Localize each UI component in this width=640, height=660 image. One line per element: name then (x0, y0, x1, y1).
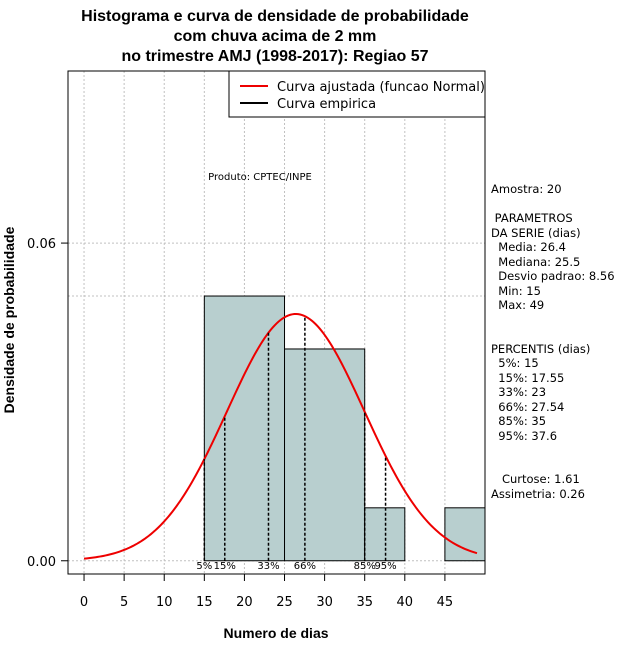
legend-label-empirical: Curva empirica (277, 97, 376, 112)
stats-line: 33%: 23 (491, 385, 547, 399)
stats-line: PERCENTIS (dias) (491, 341, 591, 356)
stats-line (491, 327, 639, 342)
y-axis-label: Densidade de probabilidade (1, 226, 17, 413)
stats-line (491, 458, 639, 473)
stats-line: Amostra: 20 (491, 182, 562, 196)
chart-title: Histograma e curva de densidade de proba… (81, 8, 469, 65)
stats-line: Mediana: 25.5 (491, 254, 581, 269)
legend-label-normal: Curva ajustada (funcao Normal) (277, 80, 485, 95)
x-tick-label: 5 (120, 595, 128, 610)
y-tick-label: 0.00 (27, 555, 56, 570)
legend: Curva ajustada (funcao Normal) Curva emp… (228, 70, 486, 118)
product-annotation: Produto: CPTEC/INPE (208, 172, 312, 183)
percentile-label: 15% (214, 561, 236, 572)
stats-line: Curtose: 1.61 (491, 472, 580, 486)
x-tick-label: 10 (156, 595, 173, 610)
stats-line: DA SERIE (dias) (491, 225, 581, 240)
histogram-bar (364, 507, 406, 562)
legend-box (228, 70, 486, 118)
x-tick-label: 0 (80, 595, 88, 610)
percentile-markers: 5% 15% 33% 66% 85%95% (196, 316, 397, 572)
title-line-1: Histograma e curva de densidade de proba… (81, 8, 469, 25)
histogram-bar (203, 295, 286, 562)
stats-line: 95%: 37.6 (491, 428, 558, 443)
percentile-label: 66% (294, 561, 316, 572)
histogram-bars (203, 295, 486, 562)
stats-line: Desvio padrao: 8.56 (491, 269, 615, 283)
stats-line (491, 443, 639, 458)
stats-line (491, 197, 639, 212)
stats-line: 85%: 35 (491, 414, 547, 428)
percentile-label: 33% (257, 561, 279, 572)
stats-line: PARAMETROS (491, 211, 573, 225)
histogram-bar (444, 507, 486, 562)
y-tick-label: 0.06 (27, 237, 56, 252)
title-line-3: no trimestre AMJ (1998-2017): Regiao 57 (121, 48, 428, 65)
stats-line: 15%: 17.55 (491, 370, 565, 385)
stats-line: Media: 26.4 (491, 240, 566, 254)
normal-fit-curve (83, 313, 478, 560)
x-tick-label: 25 (276, 595, 293, 610)
x-tick-label: 15 (196, 595, 213, 610)
title-line-2: com chuva acima de 2 mm (174, 28, 377, 45)
x-tick-label: 20 (236, 595, 253, 610)
stats-line: 66%: 27.54 (491, 399, 565, 414)
percentile-label: 5% (196, 561, 212, 572)
percentile-label: 95% (374, 561, 396, 572)
x-axis-label: Numero de dias (223, 625, 328, 641)
axes: 0 5 10 15 20 25 30 35 40 45 0.00 0.06 (27, 237, 453, 610)
x-tick-label: 35 (356, 595, 373, 610)
statistics-panel: Amostra: 20 PARAMETROS DA SERIE (dias) Me… (491, 182, 639, 501)
histogram-bar (284, 348, 366, 562)
x-tick-label: 40 (397, 595, 414, 610)
stats-line: Min: 15 (491, 283, 541, 298)
stats-line: Assimetria: 0.26 (491, 486, 585, 501)
stats-line: 5%: 15 (491, 356, 539, 370)
x-tick-label: 45 (437, 595, 454, 610)
stats-line (491, 313, 639, 328)
curves (83, 313, 478, 560)
stats-line: Max: 49 (491, 298, 545, 312)
percentile-label: 85% (354, 561, 376, 572)
x-tick-label: 30 (316, 595, 333, 610)
